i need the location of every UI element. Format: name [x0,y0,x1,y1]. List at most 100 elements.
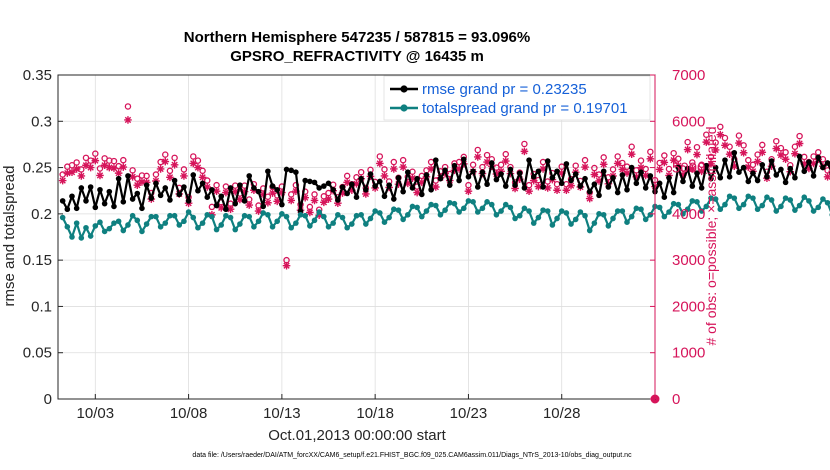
rmse-point [624,186,630,193]
totalspread-point [806,198,812,204]
rmse-point [241,198,248,204]
totalspread-point [395,207,402,213]
rmse-point [395,174,402,181]
obs-assimilated-point [259,190,268,199]
rmse-point [446,182,453,188]
obs-assimilated-point [520,147,529,156]
chart-subtitle: GPSRO_REFRACTIVITY @ 16435 m [230,48,484,65]
obs-possible-point [381,166,388,173]
obs-possible-point [190,153,197,160]
obs-assimilated-point [105,163,114,172]
rmse-point [381,193,388,200]
obs-possible-point [735,132,743,139]
totalspread-point [717,206,724,213]
obs-assimilated-point [800,160,809,168]
rmse-point [638,169,644,175]
obs-assimilated-point [343,178,351,187]
totalspread-point [209,213,215,220]
obs-assimilated-point [702,138,711,146]
totalspread-point [796,202,803,209]
x-tick-label: 10/18 [356,405,394,422]
obs-assimilated-point [506,169,515,178]
totalspread-point [92,223,99,229]
rmse-point [703,162,710,169]
obs-possible-point [796,132,803,140]
totalspread-point [694,199,700,205]
rmse-point [358,175,364,182]
rmse-point [204,194,211,200]
totalspread-point [311,217,318,224]
rmse-point [512,182,518,188]
obs-assimilated-point [82,161,90,170]
rmse-point [530,174,537,180]
rmse-point [498,171,504,177]
totalspread-point [213,226,220,233]
obs-possible-point [143,172,150,180]
totalspread-point [111,220,117,226]
rmse-point [78,185,85,191]
rmse-point [568,177,574,184]
rmse-point [302,177,308,184]
rmse-point [353,194,360,200]
y-tick-label: 0.1 [31,298,52,315]
rmse-point [171,177,178,184]
totalspread-point [377,210,383,216]
totalspread-point [824,199,830,206]
rmse-point [507,166,514,173]
obs-assimilated-point [119,163,128,171]
totalspread-point [530,220,537,226]
rmse-point [796,153,803,160]
legend-totalspread-marker [400,104,408,112]
totalspread-point [321,213,327,220]
obs-possible-point [684,138,691,146]
totalspread-point [162,220,169,226]
obs-possible-point [661,152,668,159]
obs-assimilated-point [315,211,323,220]
obs-assimilated-point [376,159,384,168]
obs-possible-point [483,151,491,159]
y-right-tick-label: 3000 [672,252,705,269]
totalspread-point [572,216,579,223]
totalspread-point [101,228,108,235]
obs-assimilated-point [324,195,333,203]
obs-possible-point [96,165,104,172]
totalspread-point [465,198,472,204]
obs-assimilated-point [567,181,575,190]
rmse-point [181,184,187,190]
rmse-point [414,175,420,182]
obs-assimilated-point [557,169,566,177]
rmse-point [666,174,672,181]
obs-assimilated-point [735,139,743,147]
rmse-point [409,185,416,191]
totalspread-point [405,211,411,218]
totalspread-point [502,201,509,208]
obs-assimilated-point [585,194,594,203]
rmse-point [283,166,290,173]
totalspread-point [283,213,290,220]
rmse-point [670,189,677,196]
obs-possible-point [693,143,701,151]
obs-assimilated-point [711,146,720,154]
totalspread-point [820,196,826,202]
totalspread-point [83,224,89,231]
totalspread-point [153,213,159,220]
rmse-point [83,198,89,204]
totalspread-point [554,215,560,222]
obs-assimilated-point [236,195,244,204]
obs-assimilated-point [693,150,701,159]
rmse-point [586,188,593,195]
obs-assimilated-point [431,183,440,191]
totalspread-point [432,202,439,209]
rmse-point [759,161,766,168]
obs-assimilated-point [133,181,142,189]
rmse-point [628,164,635,171]
rmse-point [97,186,103,193]
rmse-point [675,164,682,171]
obs-possible-point [628,143,635,150]
obs-assimilated-point [68,168,76,176]
totalspread-point [745,193,752,200]
rmse-point [764,174,770,180]
obs-assimilated-point [212,187,221,195]
rmse-point [335,197,341,203]
totalspread-point [526,208,532,214]
